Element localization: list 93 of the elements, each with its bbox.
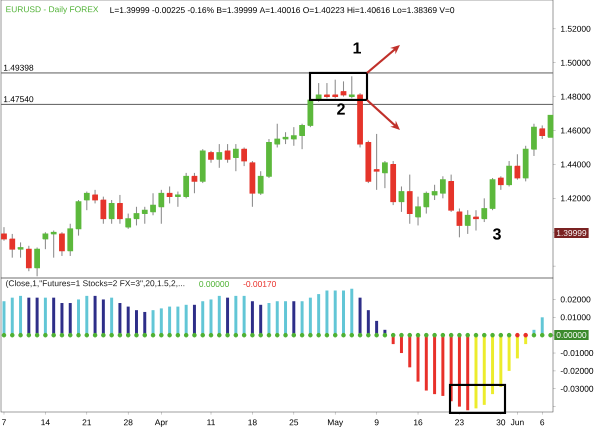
candlestick: [67, 223, 74, 256]
candlestick: [158, 189, 164, 224]
annotation: 2: [337, 103, 345, 115]
candlestick: [224, 144, 230, 164]
candlestick: [415, 196, 421, 226]
y-tick-label: 0.02000: [560, 296, 590, 302]
y-tick-label: 1.48000: [561, 94, 590, 100]
candlestick: [348, 76, 355, 99]
candlestick: [299, 123, 305, 150]
y-tick-label: -0.01000: [560, 350, 594, 356]
x-tick-label: 23: [455, 419, 464, 426]
candlestick: [374, 133, 380, 190]
candlestick: [340, 80, 346, 98]
x-tick-label: 6: [540, 419, 544, 426]
candlestick: [134, 206, 140, 226]
candlestick: [548, 114, 554, 138]
x-tick-label: 25: [290, 419, 298, 426]
candlestick: [166, 186, 172, 204]
candlestick: [440, 176, 446, 199]
candlestick: [9, 233, 16, 258]
annotation: 1: [354, 42, 361, 54]
y-tick-label: 1.42000: [561, 195, 590, 202]
candlestick: [406, 174, 413, 224]
candlestick: [232, 144, 239, 172]
candlestick: [84, 191, 90, 211]
text: 1.39999: [556, 230, 586, 236]
candlestick: [514, 154, 520, 180]
x-tick-label: 21: [82, 419, 92, 426]
candlestick: [456, 208, 462, 238]
candlestick: [100, 196, 106, 224]
candlestick: [150, 192, 156, 216]
chart-title: (Close,1,"Futures=1 Stocks=2 FX=3",20,1.5,2,...: [6, 280, 184, 288]
ref-line-label: 1.49398: [4, 64, 34, 71]
candlestick: [432, 184, 438, 201]
candlestick: [42, 232, 48, 250]
candlestick: [282, 132, 288, 145]
y-tick-label: 1.52000: [561, 26, 590, 32]
y-tick-label: -0.02000: [560, 368, 594, 374]
candlestick: [539, 124, 546, 140]
candlestick: [423, 191, 430, 214]
y-tick-label: 1.44000: [561, 161, 590, 168]
x-tick-label: 7: [2, 419, 6, 426]
annotation: 0.00000: [199, 281, 229, 287]
x-tick-label: Apr: [154, 419, 168, 427]
candlestick: [208, 150, 214, 164]
candlestick: [473, 210, 479, 232]
x-tick-label: 11: [207, 419, 215, 426]
text: L=1.39999 -0.00225 -0.16% B=1.39999 A=1.40016 O=1.40223 Hi=1.40616 Lo=1.38369 V=0: [110, 6, 454, 14]
candlestick: [192, 172, 198, 194]
candlestick: [382, 160, 388, 189]
candlestick: [241, 146, 248, 167]
candlestick: [26, 245, 32, 272]
y-tick-label: -0.03000: [560, 386, 594, 392]
candlestick: [1, 226, 7, 242]
candlestick: [290, 126, 297, 146]
ref-line-label: 1.47540: [4, 96, 34, 102]
y-tick-label: 1.50000: [561, 60, 590, 66]
candlestick: [464, 210, 471, 234]
x-tick-label: 14: [41, 419, 50, 426]
candlestick: [216, 144, 222, 168]
y-tick-label: 0.01000: [560, 314, 590, 320]
text: 0.00000: [556, 332, 586, 338]
candlestick: [18, 242, 24, 258]
candlestick: [506, 160, 512, 187]
candlestick: [92, 189, 98, 204]
candlestick: [50, 230, 57, 258]
text: EURUSD - Daily FOREX: [6, 6, 98, 14]
x-tick-label: 9: [374, 419, 379, 426]
candlestick: [274, 123, 280, 148]
candlestick: [258, 170, 264, 196]
candlestick: [531, 123, 537, 156]
x-tick-label: 30: [496, 419, 506, 426]
annotation: -0.00170: [244, 281, 276, 287]
candlestick: [398, 186, 404, 212]
candlestick: [142, 206, 148, 224]
candlestick: [125, 213, 132, 230]
x-tick-label: 16: [414, 419, 422, 426]
x-tick-label: 28: [124, 419, 133, 426]
x-tick-label: May: [328, 419, 344, 427]
x-tick-label: 18: [248, 419, 257, 426]
candlestick: [117, 194, 123, 224]
annotation: 3: [492, 228, 501, 240]
x-tick-label: Jun: [510, 419, 524, 426]
candlestick: [332, 79, 338, 99]
y-tick-label: 1.46000: [561, 128, 590, 134]
candlestick: [59, 232, 65, 256]
candlestick: [108, 199, 115, 224]
candlestick: [183, 172, 190, 199]
candlestick: [34, 246, 40, 277]
candlestick: [175, 191, 181, 208]
candlestick: [324, 82, 330, 99]
candlestick: [481, 198, 488, 223]
candlestick: [498, 176, 504, 190]
